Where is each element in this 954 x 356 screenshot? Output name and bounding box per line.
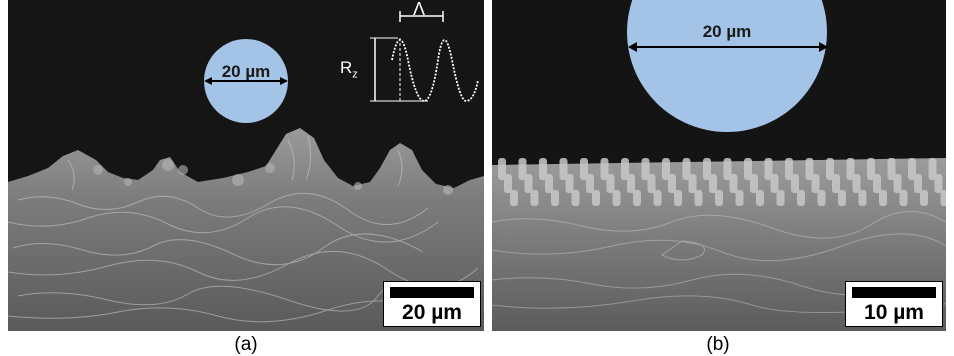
surface-pillar: [852, 174, 861, 193]
reference-circle: [627, 0, 827, 132]
surface-pillar: [580, 158, 588, 180]
surface-pillar: [744, 158, 752, 180]
circle-label: 20 µm: [221, 62, 271, 81]
surface-pillar: [785, 158, 793, 180]
surface-pillar: [846, 158, 855, 180]
surface-pillar: [735, 190, 744, 206]
surface-pillar: [662, 158, 670, 180]
surface-pillar: [498, 158, 506, 180]
surface-pillar: [627, 174, 635, 193]
caption-b: (b): [706, 334, 730, 355]
surface-pillar: [867, 158, 875, 180]
surface-pillar: [592, 190, 600, 206]
surface-pillar: [770, 174, 779, 193]
surface-pillar: [729, 174, 738, 193]
surface-pillar: [805, 158, 814, 180]
surface-pillar: [530, 190, 539, 206]
periodicity-inset: [370, 11, 479, 102]
surface-pillar: [838, 190, 846, 206]
surface-pillar: [571, 190, 580, 206]
surface-pillar: [873, 174, 881, 193]
scale-bar-label: 10 µm: [864, 301, 924, 324]
surface-pillar: [682, 158, 691, 180]
surface-pillar: [539, 158, 547, 180]
rz-label: Rz: [340, 58, 358, 81]
surface-pillar: [621, 158, 629, 180]
surface-pillar: [879, 190, 887, 206]
surface-pillar: [750, 174, 758, 193]
surface-pillar: [776, 190, 785, 206]
surface-pillar: [612, 190, 621, 206]
circle-label: 20 µm: [702, 22, 752, 41]
surface-pillar: [551, 190, 559, 206]
surface-pillar: [893, 174, 902, 193]
surface-pillar: [518, 158, 527, 180]
surface-pillar: [811, 174, 820, 193]
lambda-label: Λ: [413, 0, 426, 19]
surface-pillar: [887, 158, 896, 180]
surface-pillar: [586, 174, 594, 193]
surface-pillar: [826, 158, 834, 180]
sem-surface-b: [492, 0, 946, 331]
surface-pillar: [934, 174, 943, 193]
surface-pillar: [674, 190, 682, 206]
surface-pillar: [565, 174, 574, 193]
surface-pillar: [668, 174, 676, 193]
surface-pillar: [647, 174, 656, 193]
surface-pillar: [653, 190, 662, 206]
sem-image-panel-a: 20 µm Rz Λ 20 µm: [8, 0, 484, 331]
surface-pillar: [832, 174, 840, 193]
scale-bar: 10 µm: [845, 281, 943, 327]
surface-pillar: [606, 174, 615, 193]
surface-pillar: [545, 174, 553, 193]
surface-pillar: [709, 174, 717, 193]
surface-pillar: [914, 174, 922, 193]
surface-pillar: [633, 190, 641, 206]
surface-pillar: [694, 190, 703, 206]
surface-pillar: [703, 158, 711, 180]
surface-pillar: [920, 190, 928, 206]
sem-surface-a: [8, 0, 484, 331]
surface-pillar: [510, 190, 518, 206]
surface-pillar: [899, 190, 908, 206]
surface-pillar: [715, 190, 723, 206]
scale-bar-label: 20 µm: [402, 301, 462, 324]
surface-pillar: [764, 158, 773, 180]
surface-pillar: [928, 158, 937, 180]
surface-pillar: [756, 190, 764, 206]
surface-pillar: [940, 190, 946, 206]
surface-pillar: [559, 158, 568, 180]
surface-pillar: [641, 158, 650, 180]
surface-pillar: [908, 158, 916, 180]
surface-pillar: [524, 174, 533, 193]
caption-a: (a): [234, 334, 258, 355]
surface-pillar: [791, 174, 799, 193]
surface-pillar: [600, 158, 609, 180]
surface-pillar: [817, 190, 826, 206]
sem-image-panel-b: 20 µm 10 µm: [492, 0, 946, 331]
surface-pillar: [504, 174, 512, 193]
surface-pillar: [797, 190, 805, 206]
surface-pillar: [858, 190, 867, 206]
surface-pillar: [723, 158, 732, 180]
surface-pillar: [688, 174, 697, 193]
scale-bar: 20 µm: [383, 281, 481, 327]
